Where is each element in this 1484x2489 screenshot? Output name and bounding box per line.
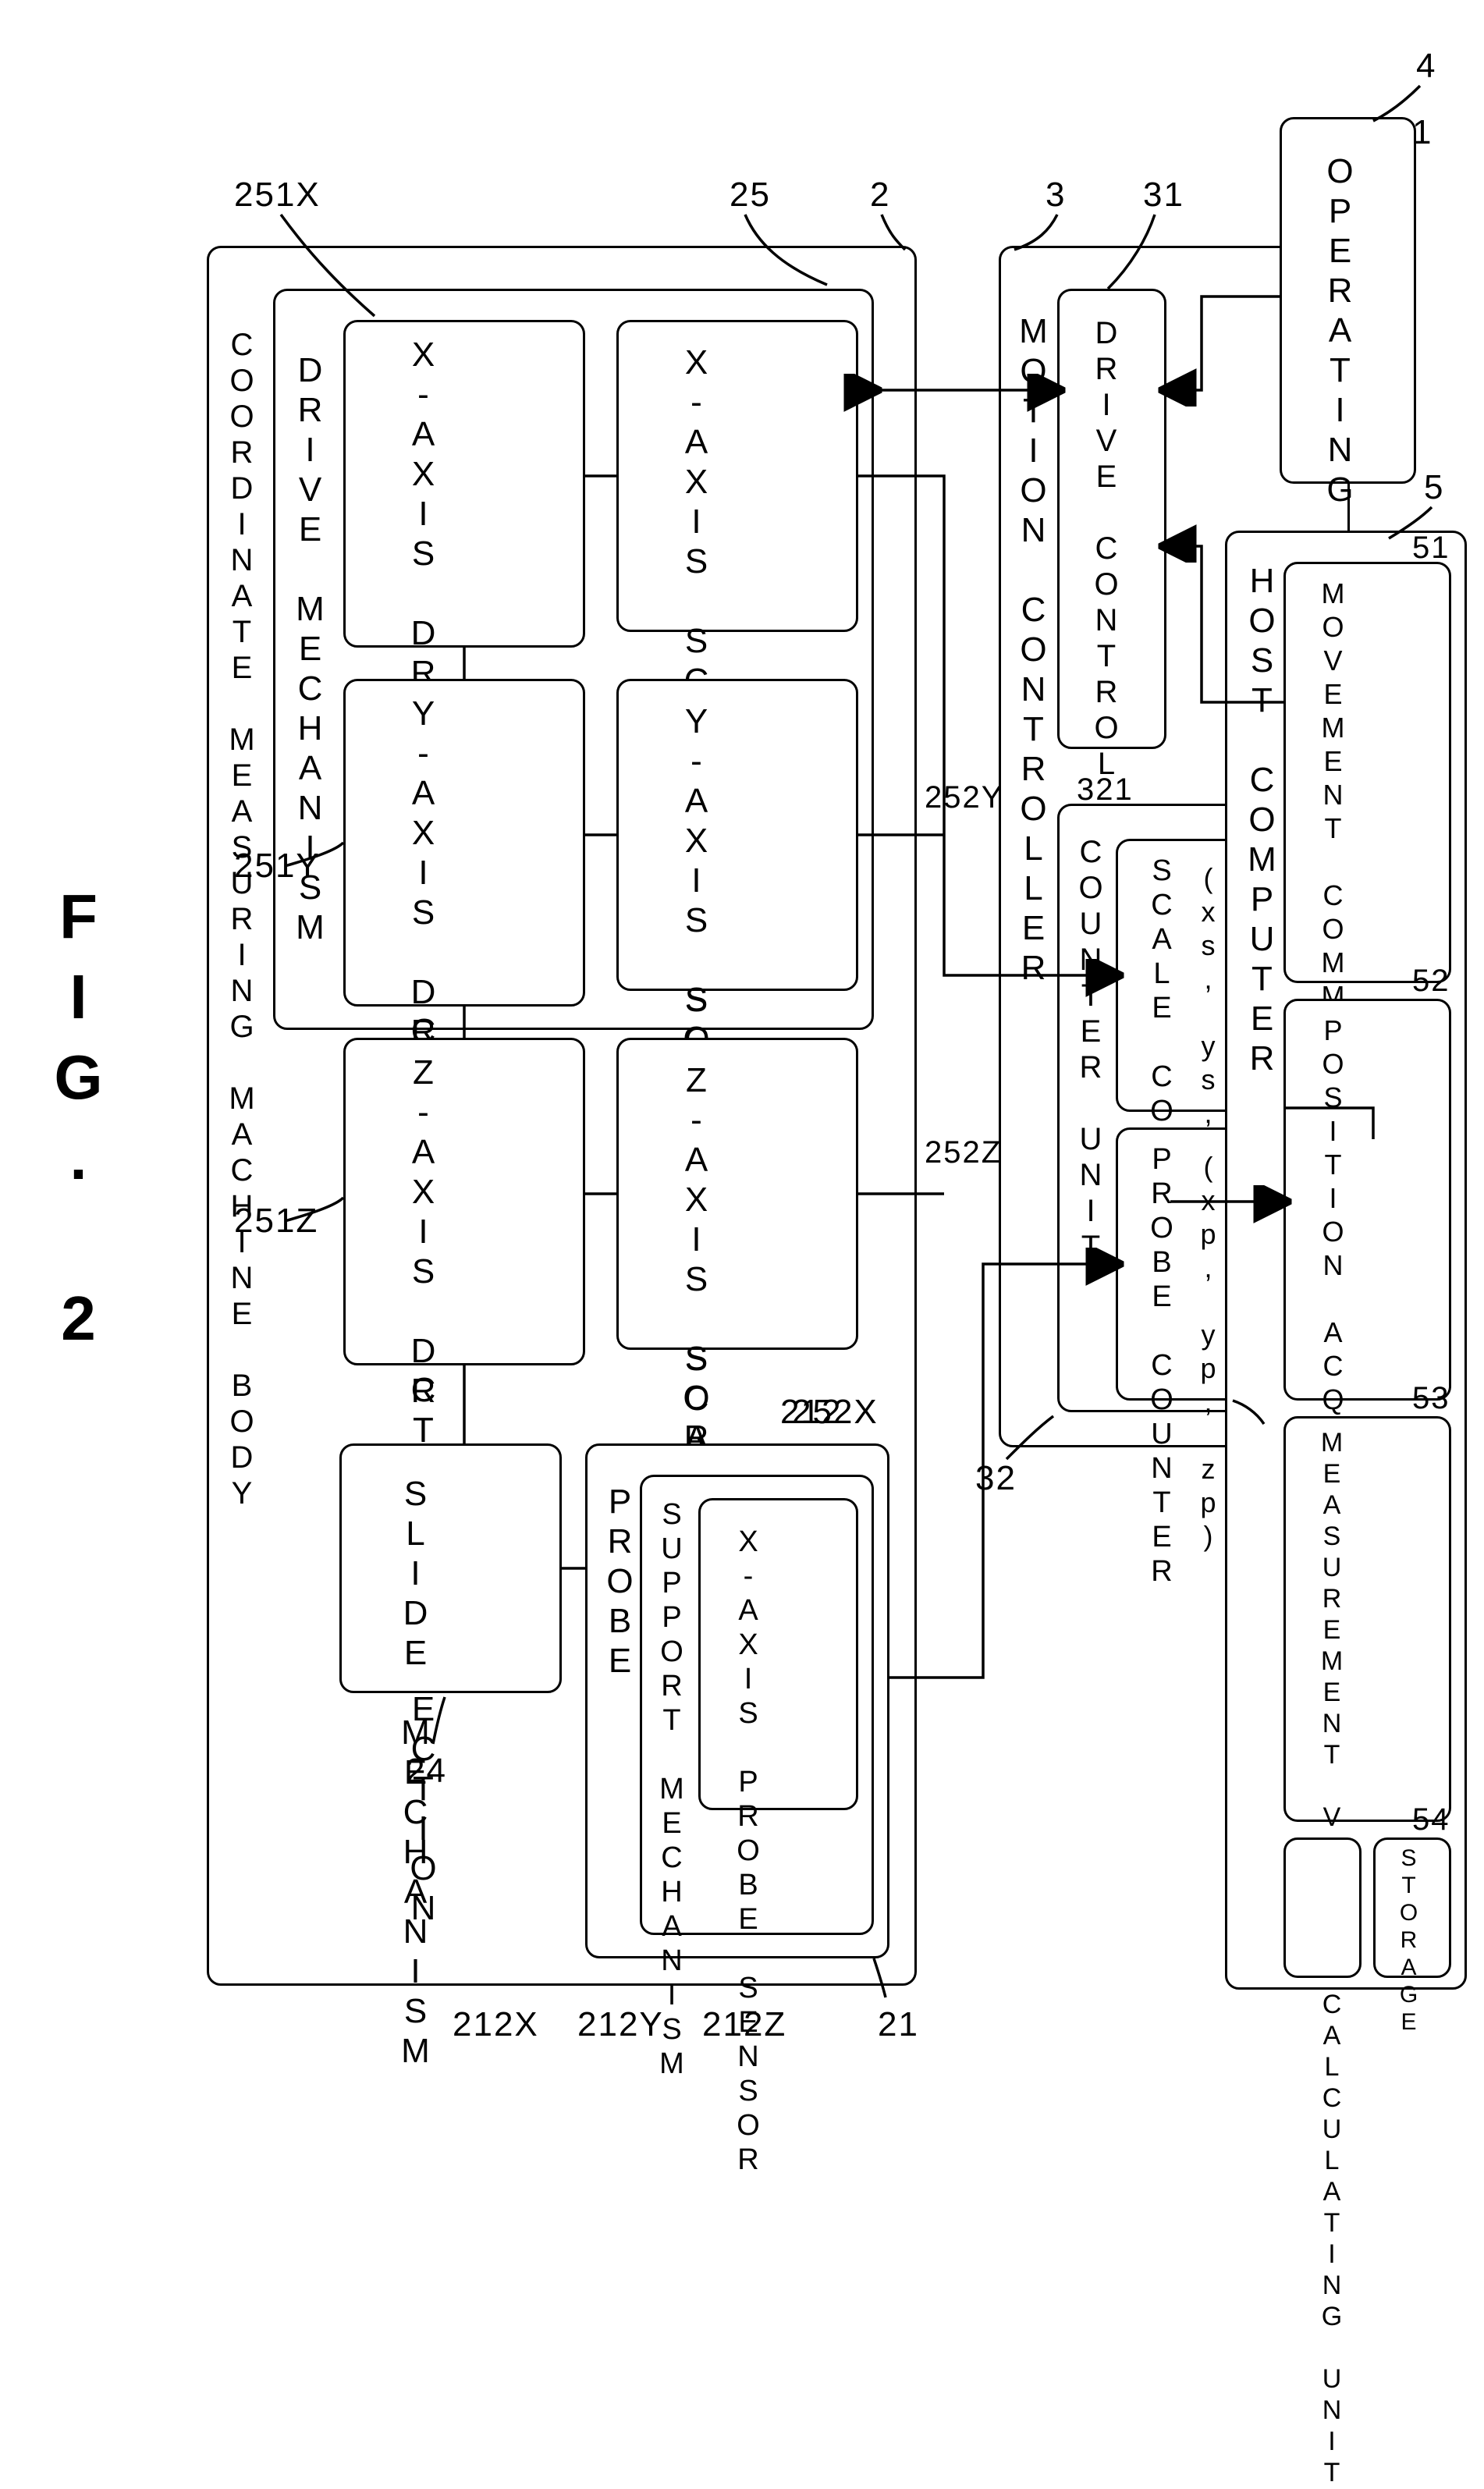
cmm-body-ref: 2 (870, 176, 890, 215)
motion-controller-ref: 3 (1046, 176, 1066, 215)
drive-control-ref: 31 (1143, 176, 1184, 215)
counter-unit-title: COUNTER UNIT (1075, 835, 1106, 1266)
slide-mech-box (339, 1443, 562, 1693)
y-probe-ref: 212Y (577, 2005, 664, 2044)
x-probe-ref: 212X (453, 2005, 539, 2044)
z-probe-ref: 212Z (702, 2005, 786, 2044)
counter-unit-ref: 32 (975, 1459, 1017, 1498)
form-analyze-box2 (1283, 1837, 1362, 1978)
probe-ref: 21 (878, 2005, 919, 2044)
y-scale-box (616, 679, 858, 991)
form-analyze-ref: 54 (1412, 1802, 1450, 1837)
drive-mech-ref: 25 (730, 176, 771, 215)
z-scale-box (616, 1038, 858, 1350)
figure-title: FIG. 2 (47, 882, 109, 1364)
y-drive-box (343, 679, 585, 1007)
cmm-body-title: COORDINATE MEASURING MACHINE BODY (226, 328, 257, 1512)
probe-counter-label: PROBE COUNTER (1147, 1143, 1177, 1589)
movement-cmd-box (1283, 562, 1451, 983)
movement-cmd-ref: 51 (1412, 531, 1450, 566)
pos-acq-box (1283, 999, 1451, 1401)
z-drive-box (343, 1038, 585, 1365)
x-scale-box (616, 320, 858, 632)
y-drive-ref: 251Y (234, 847, 321, 886)
meas-calc-ref: 53 (1412, 1381, 1450, 1416)
operating-unit-ref: 4 (1416, 47, 1436, 86)
x-drive-box (343, 320, 585, 648)
meas-calc-box (1283, 1416, 1451, 1822)
host-title: HOST COMPUTER (1244, 562, 1279, 1079)
host-ref: 5 (1424, 468, 1444, 507)
figure-canvas: FIG. 2 1 COORDINATE MEASURING MACHINE BO… (0, 0, 1484, 2078)
x-probe-label: X-AXIS PROBE SENSOR (733, 1525, 763, 2178)
motion-controller-title: MOTION CONTROLLER (1016, 312, 1050, 989)
storage-label: STORAGE (1397, 1845, 1420, 2036)
scale-counter-ref: 321 (1077, 772, 1134, 808)
support-mech-ref: 212 (780, 1393, 842, 1432)
z-scale-ref: 252Z (925, 1135, 1002, 1170)
slide-mech-ref: 24 (406, 1752, 447, 1791)
x-probe-box (698, 1498, 858, 1810)
support-mech-title: SUPPORT MECHANISM (657, 1498, 687, 2082)
y-scale-ref: 252Y (925, 780, 1003, 815)
x-drive-ref: 251X (234, 176, 321, 215)
pos-acq-ref: 52 (1412, 964, 1450, 999)
z-drive-ref: 251Z (234, 1202, 318, 1241)
probe-title: PROBE (602, 1482, 637, 1681)
probe-counter-sub: (xp, yp, zp) (1194, 1151, 1222, 1553)
